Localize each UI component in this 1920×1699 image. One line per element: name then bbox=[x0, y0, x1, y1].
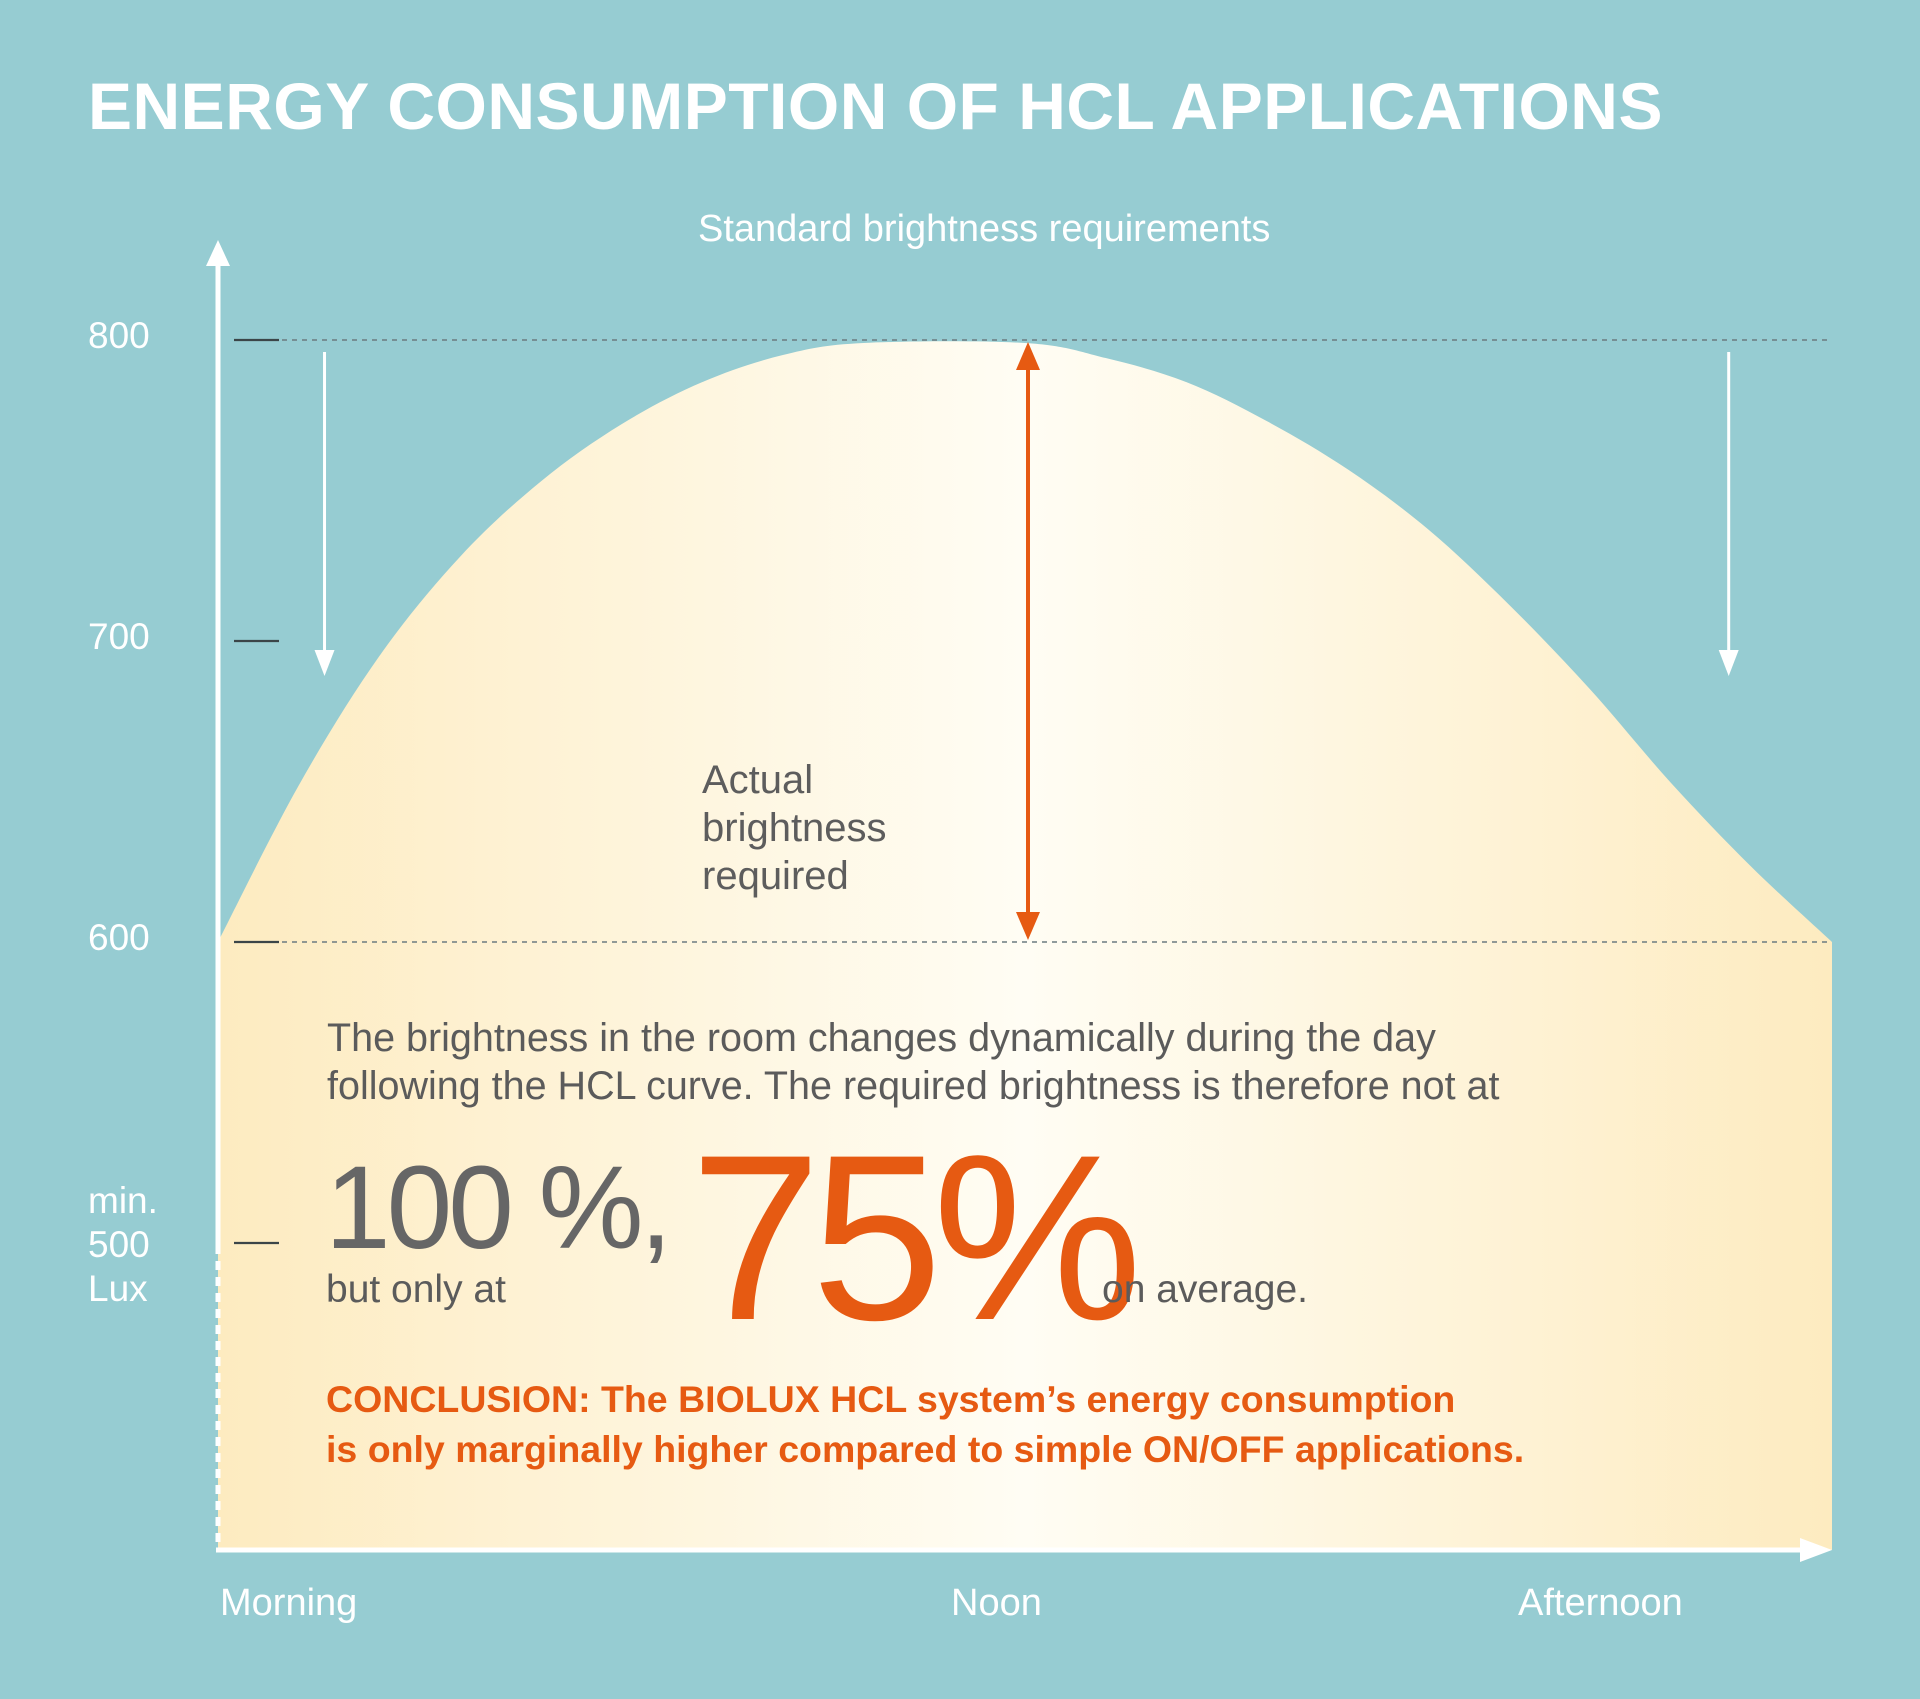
hcl-curve-area bbox=[218, 341, 1832, 1551]
average-percentage: 75% bbox=[690, 1106, 1142, 1370]
y-tick-label-600: 600 bbox=[88, 916, 150, 960]
actual-brightness-label: Actual brightness required bbox=[702, 756, 962, 900]
down-arrow-icon bbox=[1016, 912, 1040, 940]
x-label-noon: Noon bbox=[951, 1582, 1042, 1624]
y-tick-label-800: 800 bbox=[88, 314, 150, 358]
actual-label-line-3: required bbox=[702, 854, 849, 898]
but-only-at-text: but only at bbox=[326, 1268, 506, 1311]
y-tick-label-line: 600 bbox=[88, 917, 150, 958]
conclusion: CONCLUSION: The BIOLUX HCL system’s ener… bbox=[326, 1374, 1524, 1474]
standard-brightness-label: Standard brightness requirements bbox=[698, 208, 1271, 250]
y-tick-label-500: min. 500 Lux bbox=[88, 1179, 158, 1311]
full-percentage: 100 %, bbox=[325, 1142, 672, 1274]
page-title: ENERGY CONSUMPTION OF HCL APPLICATIONS bbox=[88, 69, 1663, 143]
actual-label-line-1: Actual bbox=[702, 758, 814, 802]
y-axis-arrow-icon bbox=[206, 240, 230, 266]
description-line-1: The brightness in the room changes dynam… bbox=[327, 1016, 1436, 1060]
y-tick-label-line: 700 bbox=[88, 616, 150, 657]
y-tick-label-line: 800 bbox=[88, 315, 150, 356]
conclusion-line-2: is only marginally higher compared to si… bbox=[326, 1428, 1525, 1470]
conclusion-line-1: CONCLUSION: The BIOLUX HCL system’s ener… bbox=[326, 1378, 1456, 1420]
y-tick-label-700: 700 bbox=[88, 615, 150, 659]
down-arrow-icon bbox=[314, 650, 335, 676]
description-line-2: following the HCL curve. The required br… bbox=[327, 1064, 1500, 1108]
description: The brightness in the room changes dynam… bbox=[327, 1014, 1499, 1110]
y-tick-label-line: Lux bbox=[88, 1268, 148, 1309]
up-arrow-icon bbox=[1016, 342, 1040, 370]
y-tick-label-line: 500 bbox=[88, 1224, 150, 1265]
x-label-morning: Morning bbox=[220, 1582, 358, 1624]
down-arrow-icon bbox=[1718, 650, 1739, 676]
y-tick-label-line: min. bbox=[88, 1180, 158, 1221]
on-average-text: on average. bbox=[1102, 1268, 1308, 1311]
x-label-afternoon: Afternoon bbox=[1518, 1582, 1683, 1624]
actual-label-line-2: brightness bbox=[702, 806, 887, 850]
x-axis-arrow-icon bbox=[1800, 1538, 1832, 1562]
